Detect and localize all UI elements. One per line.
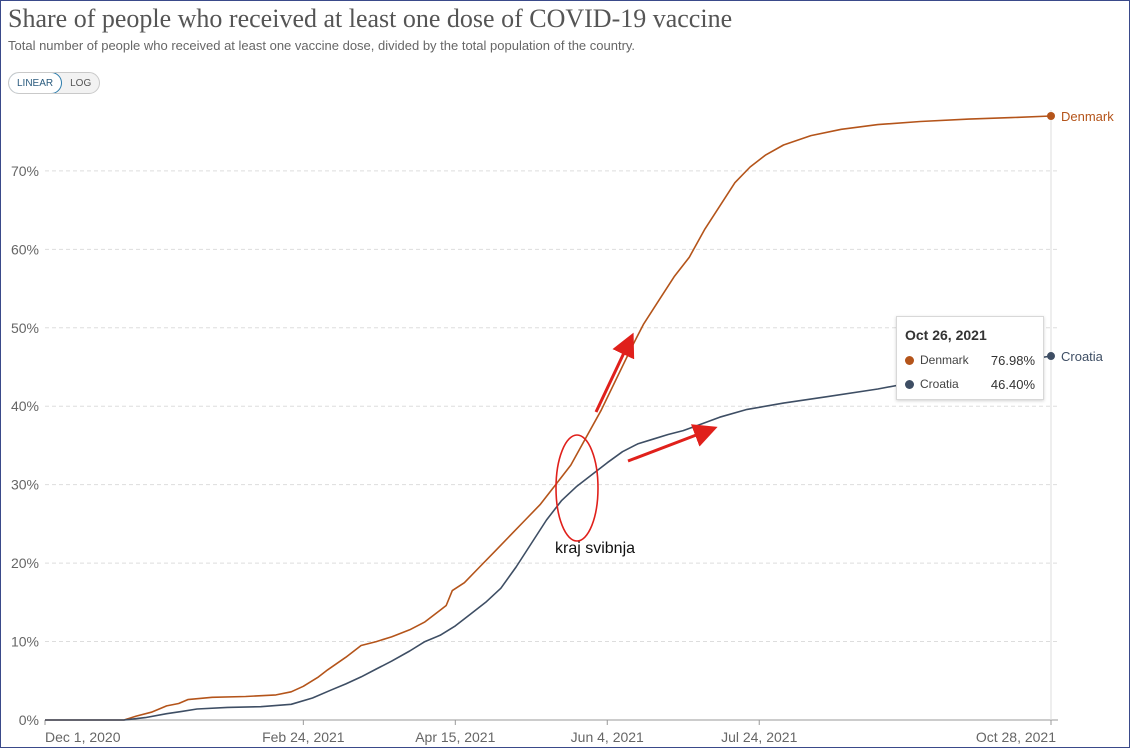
x-tick-label: Jun 4, 2021 [571, 729, 644, 745]
tooltip-date: Oct 26, 2021 [905, 327, 987, 343]
series-line-denmark[interactable] [45, 115, 1052, 721]
series-end-marker[interactable] [1047, 112, 1055, 120]
tooltip-row-denmark: Denmark 76.98% [905, 351, 1035, 369]
tooltip-row-croatia: Croatia 46.40% [905, 375, 1035, 393]
annotation-label: kraj svibnja [555, 540, 636, 557]
tooltip-series-value: 76.98% [990, 352, 1035, 368]
linear-scale-button[interactable]: LINEAR [9, 73, 63, 93]
croatia-dot-icon [905, 379, 914, 389]
x-tick-label: Oct 28, 2021 [976, 729, 1056, 745]
denmark-dot-icon [905, 355, 914, 365]
y-tick-label: 60% [11, 241, 39, 257]
scale-toggle: LINEAR LOG [8, 72, 101, 94]
y-tick-label: 30% [11, 477, 39, 493]
y-tick-label: 50% [11, 320, 39, 336]
series-end-label: Croatia [1061, 349, 1104, 364]
annotation-arrow-upper [594, 332, 635, 413]
x-tick-label: Feb 24, 2021 [262, 729, 345, 745]
series-end-label: Denmark [1061, 109, 1114, 124]
x-tick-label: Jul 24, 2021 [721, 729, 797, 745]
series-end-marker[interactable] [1047, 352, 1055, 361]
annotation-ellipse [555, 434, 599, 542]
chart-subtitle: Total number of people who received at l… [8, 38, 636, 53]
y-tick-label: 10% [11, 634, 39, 650]
hover-tooltip: Oct 26, 2021 Denmark 76.98% Croatia 46.4… [896, 316, 1044, 400]
x-tick-label: Dec 1, 2020 [45, 729, 121, 745]
tooltip-series-name: Croatia [920, 377, 959, 391]
y-tick-label: 0% [19, 712, 39, 728]
tooltip-series-value: 46.40% [990, 376, 1035, 392]
y-tick-label: 70% [11, 163, 39, 179]
y-tick-label: 40% [11, 398, 39, 414]
annotation-arrow-lower [627, 424, 718, 463]
chart-title: Share of people who received at least on… [8, 4, 733, 33]
log-scale-button[interactable]: LOG [70, 77, 92, 89]
x-tick-label: Apr 15, 2021 [415, 729, 495, 745]
tooltip-series-name: Denmark [920, 353, 969, 367]
series-line-croatia[interactable] [45, 355, 1052, 721]
y-tick-label: 20% [11, 555, 39, 571]
